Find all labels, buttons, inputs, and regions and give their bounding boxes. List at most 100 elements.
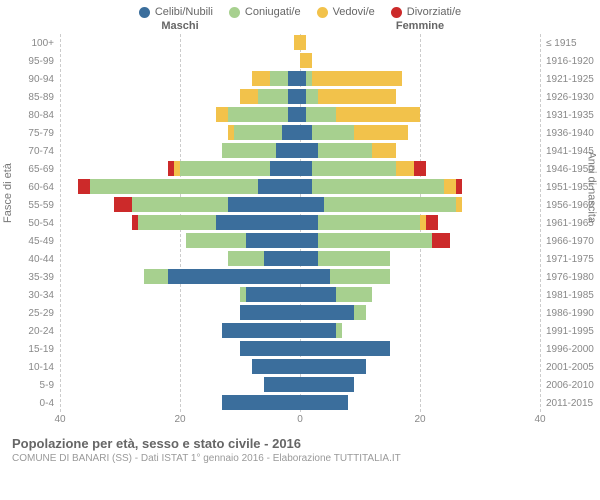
birth-label: 1986-1990	[540, 308, 596, 319]
chart-title: Popolazione per età, sesso e stato civil…	[12, 436, 588, 451]
bar-seg-celibi	[222, 323, 300, 338]
age-row: 15-191996-2000	[60, 340, 540, 358]
age-row: 50-541961-1965	[60, 214, 540, 232]
age-row: 85-891926-1930	[60, 88, 540, 106]
age-row: 90-941921-1925	[60, 70, 540, 88]
bar-seg-vedovi	[300, 53, 312, 68]
bar-seg-coniugati	[312, 161, 396, 176]
bar-seg-coniugati	[228, 107, 288, 122]
age-row: 20-241991-1995	[60, 322, 540, 340]
bar-seg-divorziati	[78, 179, 90, 194]
female-half	[300, 106, 540, 124]
female-half	[300, 214, 540, 232]
bar-seg-vedovi	[252, 71, 270, 86]
bar-seg-divorziati	[414, 161, 426, 176]
bar-seg-coniugati	[132, 197, 228, 212]
age-row: 5-92006-2010	[60, 376, 540, 394]
bar-area	[60, 394, 540, 412]
age-row: 65-691946-1950	[60, 160, 540, 178]
bar-seg-vedovi	[300, 35, 306, 50]
female-half	[300, 178, 540, 196]
birth-label: 2011-2015	[540, 398, 596, 409]
male-half	[60, 268, 300, 286]
bar-area	[60, 322, 540, 340]
birth-label: 1961-1965	[540, 218, 596, 229]
legend-label: Divorziati/e	[407, 6, 461, 18]
bar-seg-celibi	[300, 377, 354, 392]
bar-seg-celibi	[246, 233, 300, 248]
bar-seg-coniugati	[354, 305, 366, 320]
bar-area	[60, 358, 540, 376]
age-row: 70-741941-1945	[60, 142, 540, 160]
male-half	[60, 106, 300, 124]
bar-area	[60, 34, 540, 52]
age-label: 30-34	[4, 290, 60, 301]
legend-item: Celibi/Nubili	[139, 6, 213, 18]
male-half	[60, 376, 300, 394]
legend-label: Celibi/Nubili	[155, 6, 213, 18]
age-row: 95-991916-1920	[60, 52, 540, 70]
age-row: 45-491966-1970	[60, 232, 540, 250]
chart-subtitle: COMUNE DI BANARI (SS) - Dati ISTAT 1° ge…	[12, 453, 588, 464]
bar-area	[60, 196, 540, 214]
male-half	[60, 124, 300, 142]
rows-container: 100+≤ 191595-991916-192090-941921-192585…	[60, 34, 540, 412]
bar-seg-celibi	[300, 341, 390, 356]
birth-label: 1956-1960	[540, 200, 596, 211]
bar-seg-celibi	[300, 197, 324, 212]
bar-seg-celibi	[300, 395, 348, 410]
female-half	[300, 232, 540, 250]
birth-label: 1976-1980	[540, 272, 596, 283]
bar-seg-celibi	[168, 269, 300, 284]
male-half	[60, 304, 300, 322]
bar-seg-coniugati	[312, 125, 354, 140]
bar-seg-celibi	[240, 305, 300, 320]
age-label: 90-94	[4, 74, 60, 85]
bar-seg-coniugati	[336, 323, 342, 338]
male-half	[60, 52, 300, 70]
bar-area	[60, 232, 540, 250]
age-row: 60-641951-1955	[60, 178, 540, 196]
birth-label: ≤ 1915	[540, 38, 596, 49]
bar-area	[60, 106, 540, 124]
bar-seg-coniugati	[330, 269, 390, 284]
bar-seg-coniugati	[318, 233, 432, 248]
female-half	[300, 394, 540, 412]
female-half	[300, 340, 540, 358]
bar-seg-celibi	[300, 305, 354, 320]
bar-area	[60, 88, 540, 106]
bar-seg-coniugati	[186, 233, 246, 248]
bar-seg-celibi	[300, 233, 318, 248]
female-half	[300, 52, 540, 70]
bar-seg-coniugati	[336, 287, 372, 302]
male-half	[60, 160, 300, 178]
bar-seg-celibi	[300, 323, 336, 338]
age-label: 85-89	[4, 92, 60, 103]
bar-seg-coniugati	[318, 251, 390, 266]
birth-label: 1996-2000	[540, 344, 596, 355]
bar-seg-divorziati	[426, 215, 438, 230]
bar-area	[60, 340, 540, 358]
age-row: 10-142001-2005	[60, 358, 540, 376]
bar-seg-celibi	[288, 107, 300, 122]
age-label: 50-54	[4, 218, 60, 229]
bar-seg-coniugati	[270, 71, 288, 86]
male-half	[60, 178, 300, 196]
legend-item: Vedovi/e	[317, 6, 375, 18]
female-half	[300, 70, 540, 88]
male-half	[60, 88, 300, 106]
male-half	[60, 142, 300, 160]
bar-seg-celibi	[300, 269, 330, 284]
bar-seg-celibi	[288, 71, 300, 86]
bar-seg-divorziati	[114, 197, 132, 212]
bar-seg-celibi	[228, 197, 300, 212]
chart: Fasce di età Anni di nascita 100+≤ 19159…	[0, 34, 600, 412]
birth-label: 1951-1955	[540, 182, 596, 193]
bar-seg-divorziati	[456, 179, 462, 194]
bar-seg-celibi	[276, 143, 300, 158]
bar-area	[60, 70, 540, 88]
bar-seg-celibi	[300, 179, 312, 194]
bar-seg-celibi	[288, 89, 300, 104]
bar-seg-divorziati	[432, 233, 450, 248]
age-label: 35-39	[4, 272, 60, 283]
